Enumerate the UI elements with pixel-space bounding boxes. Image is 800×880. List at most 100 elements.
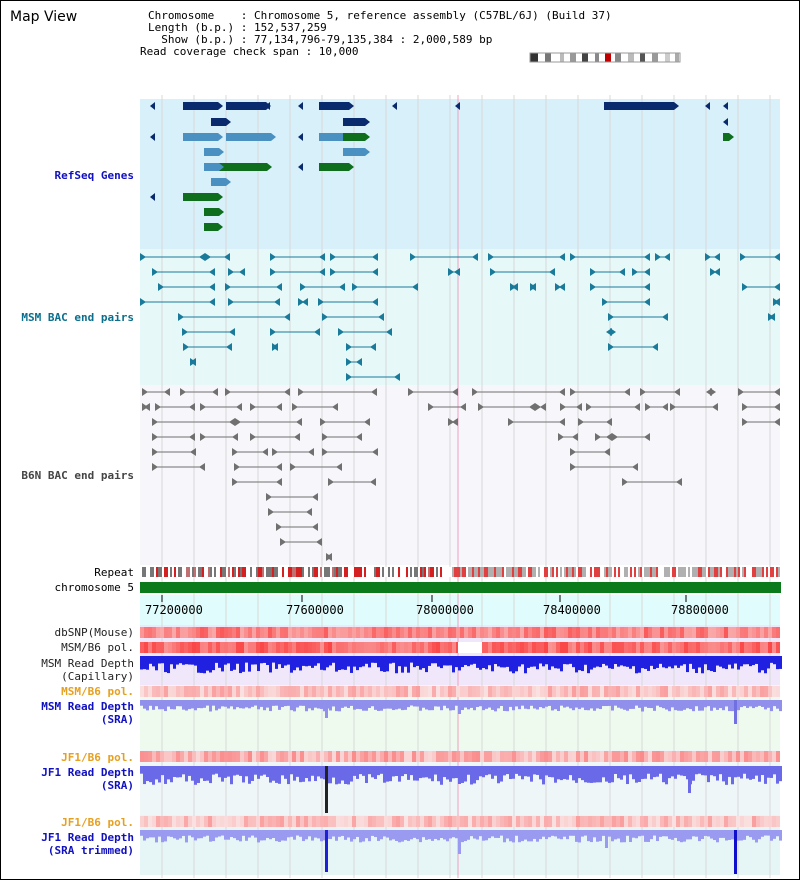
repeat-block <box>350 567 352 577</box>
polymorphism-cell <box>640 686 644 697</box>
read-depth-bar <box>677 656 680 668</box>
repeat-block <box>506 567 508 577</box>
polymorphism-cell <box>272 686 276 697</box>
polymorphism-cell <box>400 751 404 762</box>
repeat-block <box>588 567 590 577</box>
polymorphism-cell <box>604 751 608 762</box>
polymorphism-cell <box>688 627 692 638</box>
polymorphism-cell <box>470 642 474 653</box>
polymorphism-cell <box>312 816 316 827</box>
read-depth-bar <box>233 830 236 839</box>
polymorphism-cell <box>756 627 760 638</box>
repeat-block <box>400 567 402 577</box>
polymorphism-cell <box>496 642 500 653</box>
polymorphism-cell <box>564 816 568 827</box>
label-jf1-depth-trimmed[interactable]: JF1 Read Depth (SRA trimmed) <box>41 831 134 857</box>
polymorphism-cell <box>224 751 228 762</box>
read-depth-bar <box>395 700 398 710</box>
label-jf1-depth-sra[interactable]: JF1 Read Depth (SRA) <box>41 766 134 792</box>
bac-end <box>710 268 716 276</box>
polymorphism-cell <box>300 642 304 653</box>
gene-feature <box>723 133 729 141</box>
polymorphism-cell <box>180 751 184 762</box>
read-depth-bar <box>368 656 371 668</box>
polymorphism-cell <box>772 627 776 638</box>
bac-end <box>144 403 150 411</box>
polymorphism-cell <box>204 751 208 762</box>
polymorphism-cell <box>276 816 280 827</box>
polymorphism-cell <box>368 642 372 653</box>
gene-arrow <box>392 102 397 110</box>
read-depth-bar <box>302 830 305 842</box>
label-b6n-bac[interactable]: B6N BAC end pairs <box>21 469 134 482</box>
read-depth-bar <box>377 766 380 776</box>
label-jf1-b6-pol-1[interactable]: JF1/B6 pol. <box>61 751 134 764</box>
polymorphism-cell <box>468 816 472 827</box>
label-msm-b6-pol-1[interactable]: MSM/B6 pol. <box>61 641 134 654</box>
label-dbsnp[interactable]: dbSNP(Mouse) <box>54 626 134 639</box>
label-msm-depth-sra[interactable]: MSM Read Depth (SRA) <box>41 700 134 726</box>
polymorphism-cell <box>596 751 600 762</box>
read-depth-bar <box>554 656 557 669</box>
repeat-block <box>252 567 254 577</box>
polymorphism-cell <box>544 816 548 827</box>
read-depth-bar <box>671 700 674 708</box>
bac-end <box>270 328 276 336</box>
label-jf1-b6-pol-2[interactable]: JF1/B6 pol. <box>61 816 134 829</box>
label-msm-b6-pol-2[interactable]: MSM/B6 pol. <box>61 685 134 698</box>
polymorphism-cell <box>580 816 584 827</box>
read-depth-bar <box>773 830 776 839</box>
polymorphism-cell <box>432 816 436 827</box>
polymorphism-cell <box>264 686 268 697</box>
bac-end <box>408 388 414 396</box>
read-depth-bar <box>689 700 692 710</box>
read-depth-bar <box>197 766 200 783</box>
read-depth-bar <box>761 700 764 707</box>
polymorphism-cell <box>600 816 604 827</box>
read-depth-bar <box>185 700 188 711</box>
label-msm-bac[interactable]: MSM BAC end pairs <box>21 311 134 324</box>
read-depth-bar <box>554 766 557 783</box>
repeat-block <box>620 567 622 577</box>
read-depth-bar <box>197 656 200 673</box>
read-depth-bar <box>728 656 731 665</box>
read-depth-bar <box>689 656 692 664</box>
polymorphism-cell <box>580 642 584 653</box>
repeat-block <box>526 567 528 577</box>
label-repeat[interactable]: Repeat <box>94 566 134 579</box>
polymorphism-cell <box>236 627 240 638</box>
label-refseq-genes[interactable]: RefSeq Genes <box>54 169 134 182</box>
read-depth-bar <box>356 830 359 837</box>
polymorphism-cell <box>472 816 476 827</box>
polymorphism-cell <box>756 642 760 653</box>
polymorphism-cell <box>372 642 376 653</box>
b6n-bac-track-bg <box>140 385 780 565</box>
repeat-block <box>490 567 492 577</box>
read-depth-bar <box>215 700 218 711</box>
bac-end <box>152 268 158 276</box>
read-depth-bar <box>740 700 743 708</box>
polymorphism-cell <box>280 686 284 697</box>
repeat-block <box>610 567 612 577</box>
read-depth-bar <box>614 700 617 706</box>
polymorphism-cell <box>320 751 324 762</box>
read-depth-bar <box>344 766 347 785</box>
read-depth-bar <box>194 766 197 785</box>
read-depth-bar <box>293 766 296 781</box>
polymorphism-cell <box>732 627 736 638</box>
repeat-block <box>472 567 474 577</box>
repeat-block <box>480 567 482 577</box>
bac-end <box>412 283 418 291</box>
bac-end <box>312 493 318 501</box>
bac-end <box>262 448 268 456</box>
label-chromosome[interactable]: chromosome 5 <box>54 581 134 594</box>
repeat-block <box>428 567 430 577</box>
read-depth-bar <box>272 766 275 781</box>
polymorphism-cell <box>240 751 244 762</box>
polymorphism-cell <box>504 627 508 638</box>
read-depth-bar <box>251 766 254 781</box>
label-msm-depth-capillary[interactable]: MSM Read Depth (Capillary) <box>41 657 134 683</box>
read-depth-bar <box>746 766 749 779</box>
polymorphism-cell <box>524 627 528 638</box>
